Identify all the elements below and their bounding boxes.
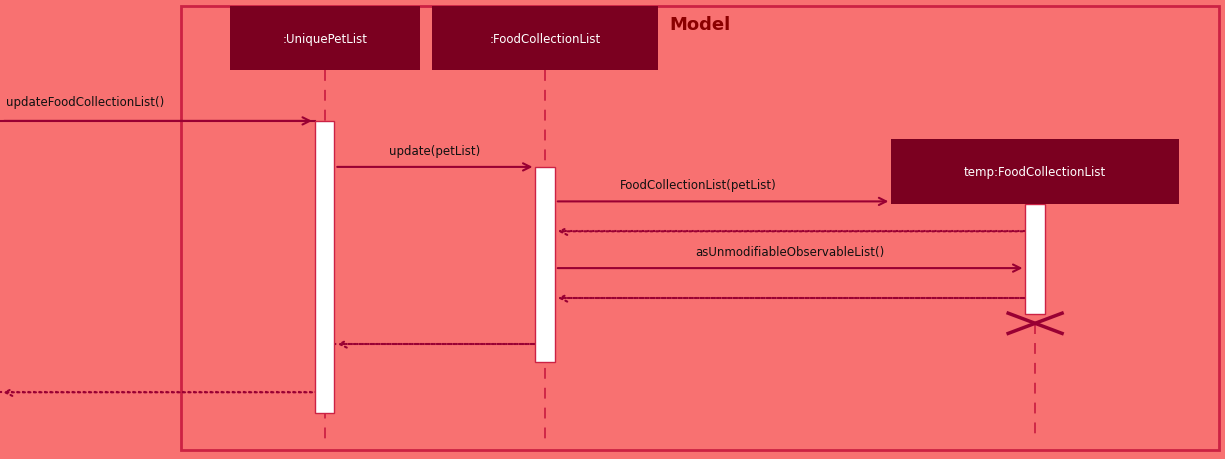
Text: FoodCollectionList(petList): FoodCollectionList(petList) — [620, 179, 777, 192]
Text: update(petList): update(petList) — [390, 145, 480, 157]
Bar — [181, 7, 1219, 450]
Text: updateFoodCollectionList(): updateFoodCollectionList() — [6, 96, 164, 109]
Bar — [432, 7, 659, 71]
Bar — [315, 122, 334, 413]
Bar — [1025, 204, 1045, 314]
Text: :UniquePetList: :UniquePetList — [282, 33, 368, 45]
Bar — [230, 7, 419, 71]
Bar — [892, 140, 1178, 204]
Text: asUnmodifiableObservableList(): asUnmodifiableObservableList() — [696, 246, 884, 258]
Text: Model: Model — [669, 16, 730, 34]
Text: :FoodCollectionList: :FoodCollectionList — [490, 33, 600, 45]
Bar — [535, 168, 555, 363]
Text: temp:FoodCollectionList: temp:FoodCollectionList — [964, 166, 1106, 179]
